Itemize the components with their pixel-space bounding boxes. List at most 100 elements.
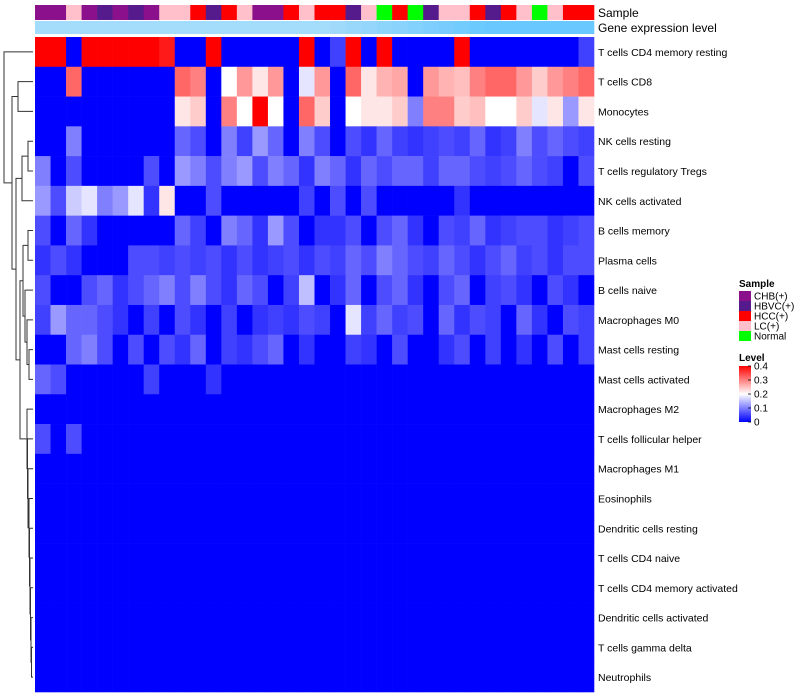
heatmap-cell (205, 156, 222, 187)
row-label: NK cells resting (598, 136, 671, 148)
heatmap-cell (407, 185, 424, 216)
heatmap-cell (205, 126, 222, 157)
heatmap-cell (407, 483, 424, 514)
heatmap-cell (221, 364, 238, 395)
heatmap-cell (454, 185, 471, 216)
heatmap-cell (407, 632, 424, 663)
heatmap-cell (221, 483, 238, 514)
heatmap-cell (221, 513, 238, 544)
heatmap-cell (159, 513, 176, 544)
heatmap-cell (516, 662, 533, 693)
heatmap-cell (66, 513, 82, 544)
heatmap-cell (500, 37, 517, 68)
heatmap-cell (298, 513, 315, 544)
heatmap-cell (330, 572, 346, 603)
row-label: Plasma cells (598, 255, 657, 267)
heatmap-cell (578, 96, 595, 127)
heatmap-cell (314, 304, 331, 336)
sample-annotation-cell (361, 5, 377, 20)
heatmap-cell (35, 245, 51, 276)
heatmap-cell (423, 424, 440, 455)
heatmap-cell (267, 572, 284, 603)
sample-annotation-cell (578, 5, 595, 20)
heatmap-cell (252, 394, 269, 425)
heatmap-cell (423, 126, 440, 157)
heatmap-cell (35, 602, 51, 633)
heatmap-cell (236, 602, 253, 633)
level-legend-tick-label: 0.2 (754, 390, 768, 401)
heatmap-cell (531, 66, 548, 97)
level-legend-tick-label: 0.4 (754, 362, 768, 373)
heatmap-cell (221, 453, 238, 484)
heatmap-cell (252, 662, 269, 693)
heatmap-cell (376, 37, 393, 68)
heatmap-cell (174, 185, 191, 216)
heatmap-cell (345, 304, 362, 336)
heatmap-cell (190, 304, 207, 336)
row-label: T cells CD4 naive (598, 553, 680, 565)
heatmap-cell (330, 453, 346, 484)
heatmap-cell (516, 215, 533, 246)
heatmap-cell (283, 364, 300, 395)
heatmap-cell (35, 215, 51, 246)
heatmap-cell (547, 334, 564, 365)
heatmap-cell (66, 245, 82, 276)
heatmap-cell (547, 394, 564, 425)
heatmap-cell (81, 275, 98, 306)
heatmap-cell (345, 96, 362, 127)
sample-legend-label: CHB(+) (754, 292, 788, 303)
gene-expression-annotation-cell (500, 21, 517, 34)
heatmap-cell (221, 185, 238, 216)
row-label: Neutrophils (598, 672, 651, 684)
heatmap-cell (174, 66, 191, 97)
heatmap-cell (469, 453, 486, 484)
heatmap-cell (423, 483, 440, 514)
heatmap-cell (438, 245, 455, 276)
heatmap-cell (562, 334, 579, 365)
heatmap-cell (283, 513, 300, 544)
heatmap-cell (345, 185, 362, 216)
heatmap-cell (66, 662, 82, 693)
heatmap-cell (547, 304, 564, 336)
heatmap-cell (143, 334, 160, 365)
heatmap-cell (252, 543, 269, 574)
heatmap-cell (66, 66, 82, 97)
heatmap-cell (376, 156, 393, 187)
heatmap-cell (547, 483, 564, 514)
heatmap-cell (252, 513, 269, 544)
heatmap-cell (205, 245, 222, 276)
gene-expression-annotation-cell (392, 21, 408, 34)
heatmap-cell (578, 275, 595, 306)
gene-expression-annotation-cell (159, 21, 176, 34)
heatmap-cell (531, 602, 548, 633)
heatmap-cell (531, 126, 548, 157)
gene-expression-annotation-cell (407, 21, 424, 34)
heatmap-cell (547, 156, 564, 187)
heatmap-cell (50, 275, 67, 306)
heatmap-cell (143, 215, 160, 246)
heatmap-cell (298, 394, 315, 425)
heatmap-cell (330, 483, 346, 514)
heatmap-cell (407, 602, 424, 633)
heatmap-cell (35, 662, 51, 693)
heatmap-cell (500, 424, 517, 455)
heatmap-cell (531, 304, 548, 336)
heatmap-cell (143, 662, 160, 693)
heatmap-cell (283, 424, 300, 455)
heatmap-cell (361, 453, 377, 484)
heatmap-cell (361, 394, 377, 425)
level-legend-tick-label: 0.1 (754, 404, 768, 415)
heatmap-cell (392, 275, 408, 306)
heatmap-cell (423, 394, 440, 425)
gene-expression-annotation-cell (205, 21, 222, 34)
heatmap-cell (516, 66, 533, 97)
heatmap-cell (190, 126, 207, 157)
heatmap-cell (376, 543, 393, 574)
heatmap-cell (438, 453, 455, 484)
heatmap-cell (547, 126, 564, 157)
heatmap-cell (252, 215, 269, 246)
sample-annotation-cell (500, 5, 517, 20)
heatmap-cell (438, 662, 455, 693)
heatmap-cell (376, 245, 393, 276)
heatmap-cell (578, 453, 595, 484)
